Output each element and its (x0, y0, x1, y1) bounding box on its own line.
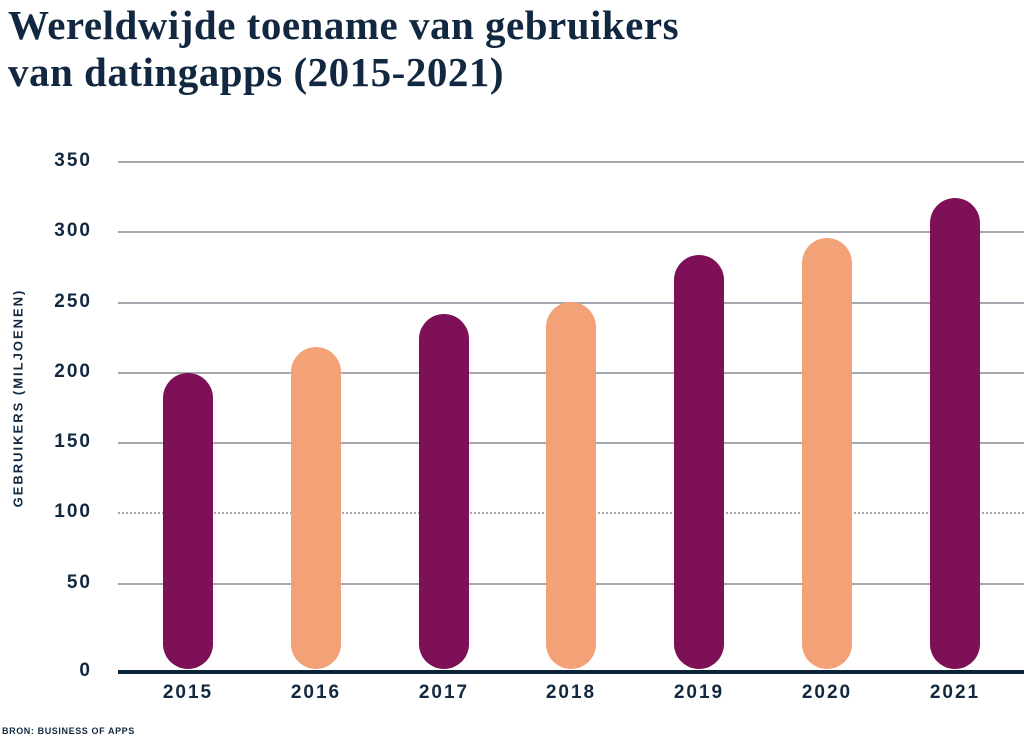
chart-title: Wereldwijde toename van gebruikers van d… (8, 2, 679, 96)
chart-title-line2: van datingapps (2015-2021) (8, 49, 504, 95)
bar-2018 (546, 302, 596, 669)
chart-title-line1: Wereldwijde toename van gebruikers (8, 2, 680, 48)
x-tick-label-2021: 2021 (929, 682, 981, 703)
x-tick-label-2019: 2019 (673, 682, 725, 703)
x-axis-line (118, 670, 1024, 674)
y-tick-label-350: 350 (54, 150, 92, 171)
bar-2016 (291, 347, 341, 669)
plot-area: 2015 2016 2017 2018 2019 2020 2021 (118, 140, 1024, 703)
y-tick-label-0: 0 (79, 660, 92, 681)
y-tick-label-200: 200 (54, 361, 92, 382)
bar-2017 (419, 314, 469, 669)
gridline-350 (118, 161, 1024, 163)
source-note: BRON: BUSINESS OF APPS (2, 726, 135, 736)
y-tick-label-150: 150 (54, 431, 92, 452)
y-tick-label-50: 50 (66, 572, 92, 593)
y-tick-label-250: 250 (54, 291, 92, 312)
x-tick-label-2016: 2016 (290, 682, 342, 703)
bar-2021 (930, 198, 980, 669)
y-axis-title: GEBRUIKERS (MILJOENEN) (10, 288, 26, 508)
x-tick-label-2015: 2015 (162, 682, 214, 703)
x-tick-label-2017: 2017 (418, 682, 470, 703)
bar-2019 (674, 255, 724, 669)
y-tick-label-300: 300 (54, 220, 92, 241)
y-tick-label-100: 100 (54, 501, 92, 522)
x-tick-label-2020: 2020 (801, 682, 853, 703)
bar-2015 (163, 373, 213, 669)
bar-2020 (802, 238, 852, 669)
x-tick-label-2018: 2018 (545, 682, 597, 703)
gridline-300 (118, 231, 1024, 233)
